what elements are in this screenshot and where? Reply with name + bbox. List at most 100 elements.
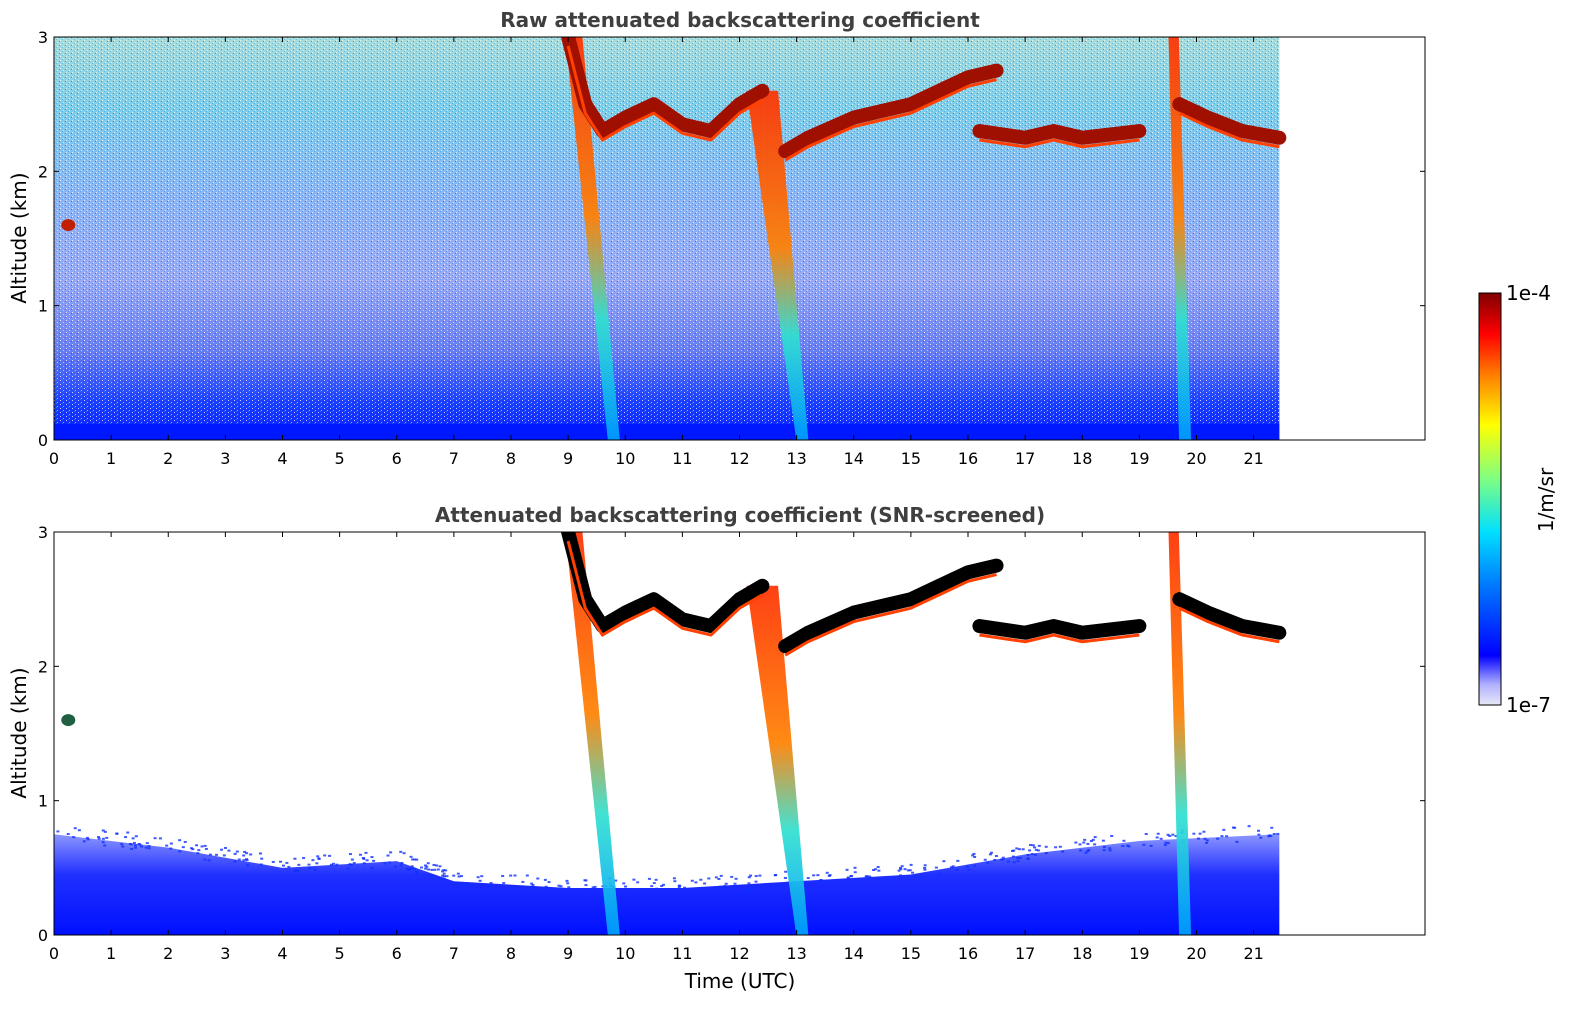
noise-speck [1276,832,1280,835]
noise-speck [618,892,622,895]
noise-speck [1196,837,1200,840]
noise-speck [442,875,446,878]
noise-speck [584,884,588,887]
noise-speck [1171,833,1175,836]
precip-fallstreak [746,90,809,440]
noise-speck [485,883,489,886]
noise-speck [245,852,249,855]
noise-speck [906,869,910,872]
noise-speck [410,865,414,868]
x-tick-label: 20 [1186,944,1206,963]
noise-speck [407,869,411,872]
noise-speck [165,844,169,847]
noise-speck [438,865,442,868]
noise-speck [994,854,998,857]
screened-panel-title: Attenuated backscattering coefficient (S… [435,503,1045,527]
noise-speck [329,863,333,866]
y-tick-label: 1 [38,792,48,811]
y-tick-label: 2 [38,657,48,676]
noise-speck [654,878,658,881]
noise-speck [1033,853,1037,856]
noise-speck [743,889,747,892]
noise-speck [1144,833,1148,836]
x-tick-label: 16 [958,944,978,963]
noise-speck [1108,847,1112,850]
x-tick-label: 12 [729,449,749,468]
noise-speck [358,853,362,856]
noise-speck [1036,849,1040,852]
noise-speck [85,836,89,839]
noise-speck [442,869,446,872]
noise-speck [745,888,749,891]
x-tick-label: 17 [1015,944,1035,963]
noise-speck [1037,844,1041,847]
noise-speck [195,844,199,847]
noise-speck [204,847,208,850]
x-tick-label: 6 [392,449,402,468]
noise-speck [120,843,124,846]
noise-speck [456,872,460,875]
x-tick-label: 10 [615,944,635,963]
noise-speck [1074,841,1078,844]
noise-speck [352,862,356,865]
noise-speck [169,842,173,845]
cloud-base-edge [1178,606,1280,644]
noise-speck [1203,837,1207,840]
noise-speck [429,875,433,878]
noise-speck [550,890,554,893]
noise-speck [567,886,571,889]
noise-speck [133,844,137,847]
noise-speck [220,848,224,851]
noise-speck [335,863,339,866]
noise-speck [242,859,246,862]
noise-speck [528,886,532,889]
noise-speck [237,858,241,861]
noise-speck [147,847,151,850]
noise-speck [415,858,419,861]
noise-speck [825,871,829,874]
noise-speck [383,862,387,865]
noise-speck [183,840,187,843]
noise-speck [647,877,651,880]
noise-speck [400,861,404,864]
noise-speck [97,836,101,839]
isolated-echo [61,219,76,232]
noise-speck [1001,856,1005,859]
noise-speck [1122,839,1126,842]
x-tick-label: 18 [1072,449,1092,468]
noise-speck [525,874,529,877]
noise-speck [1087,849,1091,852]
noise-speck [655,887,659,890]
noise-speck [557,884,561,887]
noise-speck [673,880,677,883]
noise-speck [584,879,588,882]
noise-speck [530,882,534,885]
noise-speck [287,865,291,868]
noise-speck [77,829,81,832]
cloud-base-edge [784,573,997,657]
y-tick-label: 0 [38,431,48,450]
noise-speck [1102,849,1106,852]
precip-fallstreak [1168,37,1192,440]
noise-speck [750,888,754,891]
noise-speck [402,852,406,855]
noise-speck [442,877,446,880]
cloud-base-edge [784,78,997,162]
noise-speck [846,877,850,880]
noise-speck [350,858,354,861]
noise-speck [140,845,144,848]
precip-fallstreak [565,532,620,935]
noise-speck [121,845,125,848]
noise-speck [1101,839,1105,842]
noise-speck [101,837,105,840]
noise-speck [279,860,283,863]
noise-speck [724,882,728,885]
x-tick-label: 3 [220,944,230,963]
noise-speck [115,832,119,835]
noise-speck [1222,828,1226,831]
x-tick-label: 15 [901,944,921,963]
noise-speck [1192,832,1196,835]
noise-speck [1016,859,1020,862]
noise-speck [632,878,636,881]
noise-speck [452,874,456,877]
